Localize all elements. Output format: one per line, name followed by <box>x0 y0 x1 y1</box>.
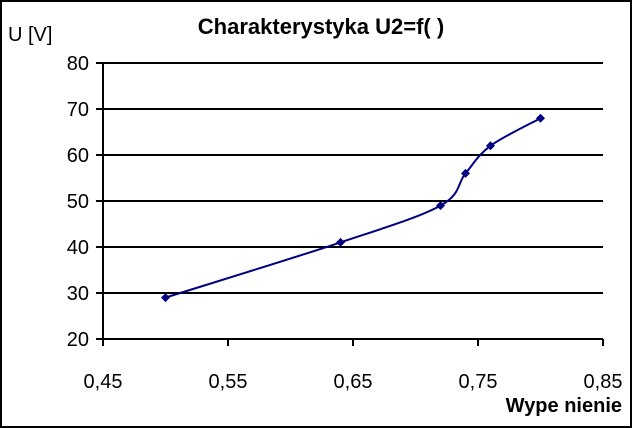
y-tick-label: 80 <box>67 53 89 75</box>
x-tick-label: 0,65 <box>334 371 373 393</box>
data-point-marker <box>436 201 445 211</box>
data-point-marker <box>486 141 495 151</box>
y-tick-label: 30 <box>67 283 89 305</box>
x-tick-label: 0,45 <box>84 371 123 393</box>
data-point-marker <box>336 237 345 247</box>
data-point-marker <box>161 293 170 303</box>
chart-title: Charakterystyka U2=f( ) <box>0 14 632 40</box>
y-tick-label: 40 <box>67 237 89 259</box>
data-point-marker <box>536 113 545 123</box>
x-axis-label: Wype nienie <box>505 395 622 417</box>
y-tick-label: 70 <box>67 99 89 121</box>
data-point-marker <box>461 168 470 178</box>
y-tick-label: 20 <box>67 329 89 351</box>
chart-title-text: Charakterystyka U2=f( ) <box>197 14 445 39</box>
series-line <box>165 117 541 299</box>
y-tick-label: 60 <box>67 145 89 167</box>
y-axis-label: U [V] <box>8 24 53 46</box>
x-tick-label: 0,85 <box>584 371 623 393</box>
x-tick-label: 0,55 <box>209 371 248 393</box>
y-tick-label: 50 <box>67 191 89 213</box>
x-tick-label: 0,75 <box>459 371 498 393</box>
